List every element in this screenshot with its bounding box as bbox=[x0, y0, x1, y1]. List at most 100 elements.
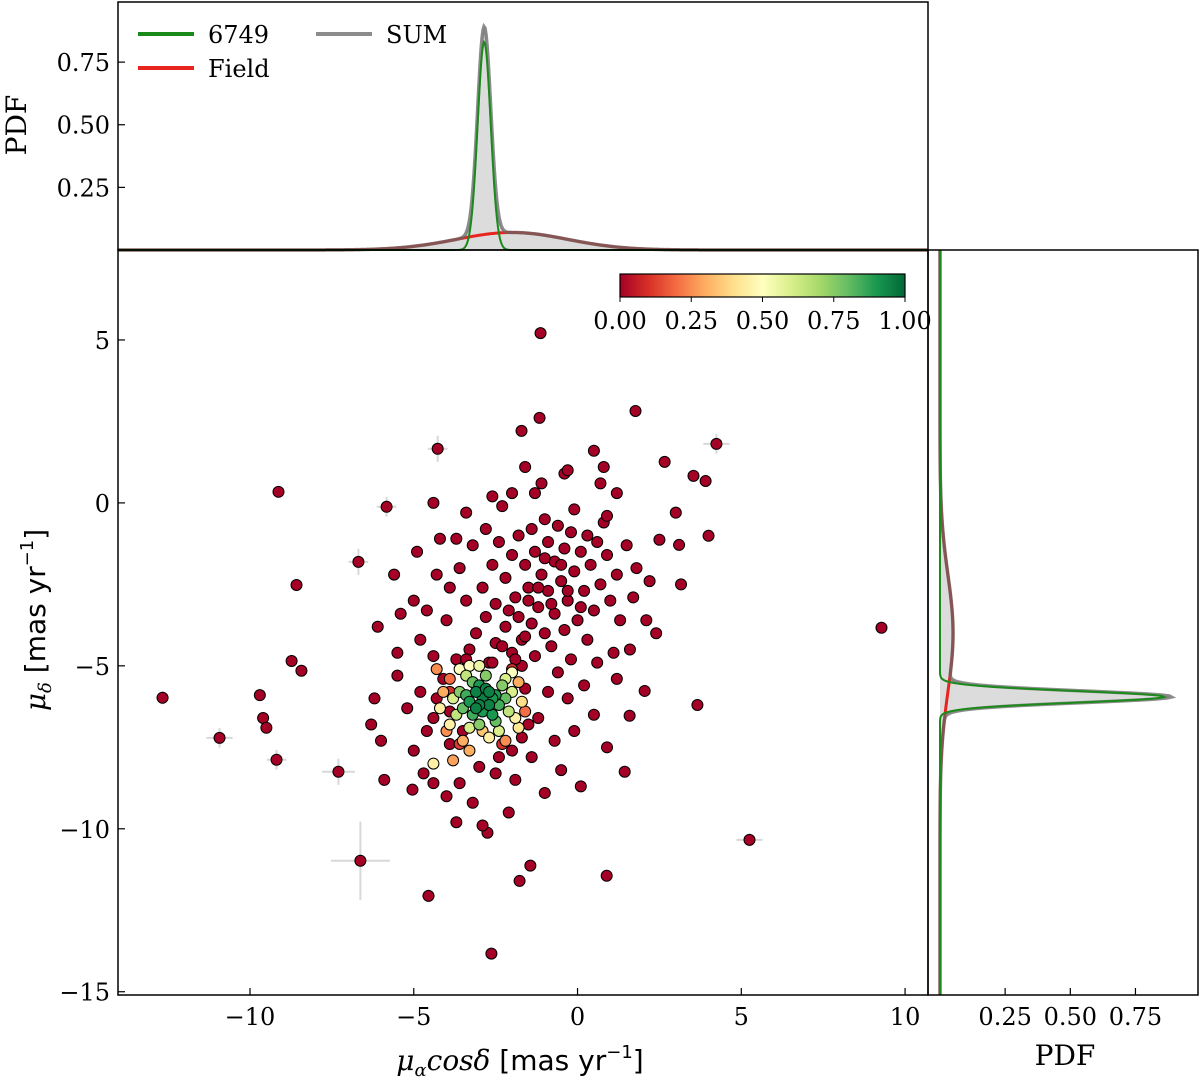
x-axis-label: μαcosδ [mas yr−1] bbox=[396, 1042, 643, 1079]
field-star-point bbox=[519, 558, 532, 571]
field-star-point bbox=[417, 767, 430, 780]
field-star-point bbox=[551, 519, 564, 532]
field-star-point bbox=[522, 718, 535, 731]
field-star-point bbox=[687, 469, 700, 482]
field-star-point bbox=[568, 725, 581, 738]
field-star-point bbox=[253, 689, 266, 702]
field-star-point bbox=[506, 487, 519, 500]
field-star-point bbox=[496, 500, 509, 513]
field-star-point bbox=[532, 601, 545, 614]
colorbar-bar bbox=[619, 273, 906, 298]
field-star-point bbox=[673, 538, 686, 551]
field-star-point bbox=[564, 653, 577, 666]
field-star-point bbox=[427, 496, 440, 509]
field-star-point bbox=[427, 777, 440, 790]
field-star-point bbox=[623, 643, 636, 656]
field-star-point bbox=[528, 487, 541, 500]
field-star-point bbox=[702, 529, 715, 542]
field-star-point bbox=[535, 568, 548, 581]
field-star-point bbox=[519, 630, 532, 643]
field-star-point bbox=[380, 500, 393, 513]
field-star-point bbox=[479, 610, 492, 623]
field-star-point bbox=[600, 869, 613, 882]
scatter-panel: −10 −5 0 5 10 5 0 −5 −10 −15 bbox=[59, 249, 929, 1031]
field-star-point bbox=[548, 734, 561, 747]
legend-label: SUM bbox=[386, 21, 447, 49]
field-star-point bbox=[610, 672, 623, 685]
y-tick-label: 5 bbox=[95, 327, 110, 355]
field-star-point bbox=[295, 664, 308, 677]
field-star-point bbox=[515, 424, 528, 437]
field-star-point bbox=[414, 685, 427, 698]
member-star-point bbox=[473, 659, 486, 672]
member-star-point bbox=[443, 718, 456, 731]
colorbar-tick-label: 0.00 bbox=[593, 307, 646, 335]
field-star-point bbox=[427, 711, 440, 724]
field-star-point bbox=[492, 751, 505, 764]
field-star-point bbox=[525, 751, 538, 764]
field-star-point bbox=[401, 702, 414, 715]
field-star-point bbox=[422, 889, 435, 902]
member-star-point bbox=[479, 669, 492, 682]
field-star-point bbox=[532, 711, 545, 724]
field-star-point bbox=[469, 627, 482, 640]
field-star-point bbox=[512, 529, 525, 542]
field-star-point bbox=[601, 741, 614, 754]
member-star-point bbox=[430, 663, 443, 676]
x-tick-label: 5 bbox=[734, 1003, 749, 1031]
member-star-point bbox=[502, 705, 515, 718]
field-star-point bbox=[479, 522, 492, 535]
field-star-point bbox=[443, 581, 456, 594]
y-tick-label: 0.75 bbox=[57, 49, 110, 77]
field-star-point bbox=[545, 640, 558, 653]
field-star-point bbox=[564, 526, 577, 539]
x-tick-label: 0 bbox=[570, 1003, 585, 1031]
field-star-point bbox=[391, 669, 404, 682]
field-star-point bbox=[581, 529, 594, 542]
field-star-point bbox=[535, 477, 548, 490]
field-star-point bbox=[290, 579, 303, 592]
field-star-point bbox=[407, 594, 420, 607]
field-star-point bbox=[594, 477, 607, 490]
field-star-point bbox=[653, 533, 666, 546]
field-star-point bbox=[555, 558, 568, 571]
field-star-point bbox=[561, 584, 574, 597]
member-star-point bbox=[469, 702, 482, 715]
field-star-point bbox=[430, 568, 443, 581]
field-star-point bbox=[607, 646, 620, 659]
field-star-point bbox=[538, 552, 551, 565]
field-star-point bbox=[509, 591, 522, 604]
member-star-point bbox=[443, 672, 456, 685]
field-star-point bbox=[627, 591, 640, 604]
field-star-point bbox=[587, 444, 600, 457]
field-star-point bbox=[476, 819, 489, 832]
field-star-point bbox=[354, 854, 367, 867]
field-star-point bbox=[658, 455, 671, 468]
member-star-point bbox=[463, 744, 476, 757]
y-tick-label: 0.25 bbox=[57, 174, 110, 202]
field-star-point bbox=[675, 578, 688, 591]
cluster-curve bbox=[938, 250, 1167, 995]
field-star-point bbox=[411, 545, 424, 558]
field-star-point bbox=[476, 581, 489, 594]
field-star-point bbox=[578, 679, 591, 692]
field-star-point bbox=[574, 545, 587, 558]
field-star-point bbox=[352, 555, 365, 568]
field-star-point bbox=[365, 718, 378, 731]
sum-curve bbox=[938, 250, 1177, 995]
field-star-point bbox=[587, 708, 600, 721]
field-star-point bbox=[610, 487, 623, 500]
field-star-point bbox=[623, 709, 636, 722]
field-star-point bbox=[594, 578, 607, 591]
field-star-point bbox=[601, 509, 614, 522]
histogram-fill bbox=[939, 250, 1172, 995]
field-star-point bbox=[618, 765, 631, 778]
field-star-point bbox=[568, 565, 581, 578]
field-star-point bbox=[545, 597, 558, 610]
field-star-point bbox=[272, 485, 285, 498]
y-tick-label: −10 bbox=[59, 816, 110, 844]
field-star-point bbox=[643, 575, 656, 588]
field-star-point bbox=[584, 558, 597, 571]
field-star-point bbox=[450, 532, 463, 545]
field-star-point bbox=[538, 513, 551, 526]
